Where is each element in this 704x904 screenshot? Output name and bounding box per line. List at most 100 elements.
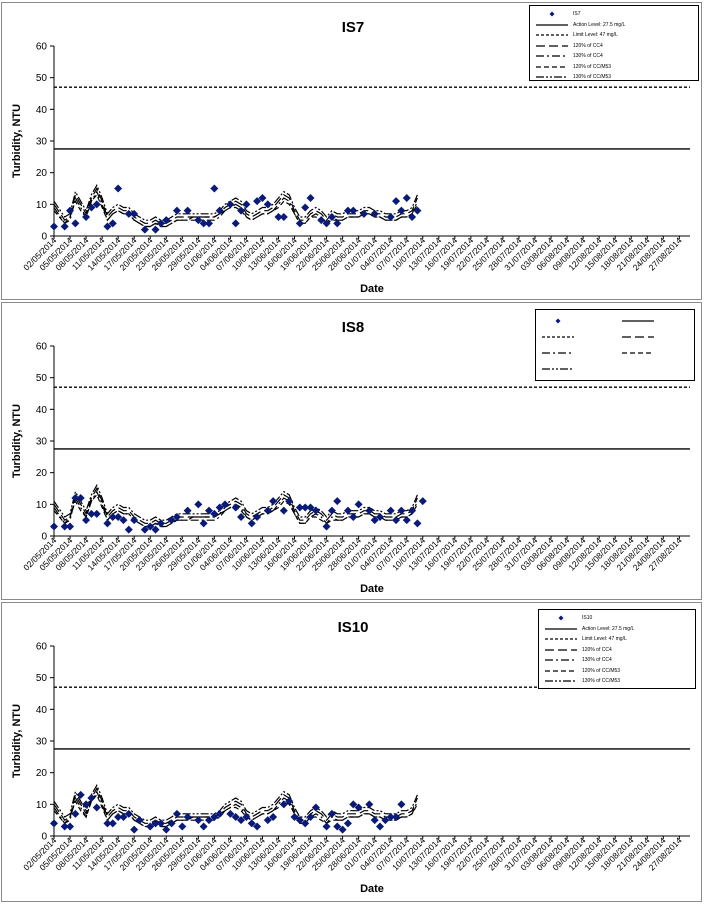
data-point	[124, 525, 133, 534]
data-point	[204, 219, 213, 228]
series-line-long-dash	[53, 487, 418, 524]
legend-label: Action Level: 27.5 mg/L	[573, 21, 626, 28]
data-point	[354, 500, 363, 509]
data-point	[349, 206, 358, 215]
chart-title: IS10	[338, 619, 369, 636]
data-point	[322, 822, 331, 831]
legend-item: 120% of CC/M53	[534, 62, 611, 72]
legend-item: 130% of CC/M53	[534, 72, 611, 82]
legend-swatch	[622, 336, 654, 338]
y-tick-label: 50	[36, 73, 48, 84]
legend-item	[540, 332, 576, 342]
data-point	[397, 206, 406, 215]
y-tick-label: 50	[36, 673, 48, 684]
data-point	[114, 813, 123, 821]
y-tick-label: 40	[36, 705, 48, 716]
legend-label: 130% of CC/M53	[582, 678, 621, 684]
y-tick-label: 60	[36, 342, 48, 353]
data-point	[215, 503, 224, 512]
data-point	[408, 506, 417, 515]
legend-swatch	[545, 627, 577, 630]
data-point	[50, 819, 58, 828]
data-point	[210, 813, 219, 821]
legend-item: 120% of CC4	[543, 645, 612, 655]
data-point	[199, 519, 208, 528]
legend-item: 130% of CC4	[543, 655, 612, 665]
legend-label: 120% of CC4	[582, 646, 612, 653]
data-point	[295, 816, 304, 825]
data-point	[386, 813, 395, 821]
y-axis-label: Turbidity, NTU	[11, 404, 23, 478]
legend-item	[620, 332, 656, 342]
data-point	[92, 200, 101, 209]
data-point	[359, 209, 368, 218]
legend-item: IS10	[543, 613, 592, 623]
legend-label: IS7	[573, 11, 581, 17]
data-point	[221, 500, 230, 509]
data-point	[386, 506, 395, 515]
legend-item	[540, 316, 576, 326]
data-point	[172, 206, 181, 215]
legend-marker	[558, 615, 564, 621]
data-point	[402, 516, 411, 525]
data-point	[151, 819, 160, 828]
data-point	[343, 206, 352, 215]
data-point	[322, 522, 331, 531]
data-point	[237, 816, 246, 825]
data-point	[365, 800, 374, 809]
data-point	[370, 816, 379, 825]
data-point	[370, 516, 379, 525]
data-point	[253, 197, 262, 206]
data-point	[71, 494, 80, 502]
data-point	[108, 513, 117, 521]
data-point	[82, 516, 91, 525]
data-point	[392, 813, 401, 821]
legend-swatch	[549, 11, 555, 17]
legend-swatch	[545, 659, 577, 661]
legend-swatch	[555, 318, 561, 324]
data-point	[140, 525, 149, 534]
data-point	[269, 813, 278, 821]
data-point	[322, 219, 331, 228]
data-point	[306, 194, 315, 202]
data-point	[317, 216, 326, 225]
legend-swatch	[542, 336, 574, 338]
data-point	[231, 219, 240, 228]
y-tick-label: 20	[36, 768, 48, 779]
y-tick-label: 30	[36, 437, 48, 448]
legend-swatch	[536, 23, 568, 26]
data-point	[263, 506, 272, 515]
series-line-mid-dash	[53, 193, 418, 228]
data-point	[349, 800, 358, 809]
legend-swatch	[536, 65, 568, 68]
legend-item: Action Level: 27.5 mg/L	[543, 624, 634, 634]
data-point	[333, 497, 342, 506]
data-point	[349, 513, 358, 521]
data-point	[124, 809, 133, 818]
data-point	[327, 506, 336, 515]
legend	[535, 309, 695, 381]
data-point	[82, 800, 91, 809]
series-line-dash-dot-dot	[53, 783, 418, 821]
data-point	[306, 813, 315, 821]
data-point	[194, 816, 203, 825]
x-axis-label: Date	[360, 883, 384, 895]
data-point	[226, 809, 235, 818]
y-tick-label: 0	[41, 232, 47, 243]
data-point	[210, 184, 219, 193]
data-point	[354, 803, 363, 812]
data-point	[408, 213, 417, 221]
legend-item	[620, 348, 656, 358]
legend-label: 130% of CC/M53	[573, 74, 612, 80]
legend: IS10 Action Level: 27.5 mg/L Limit Level: …	[538, 609, 696, 689]
y-tick-label: 40	[36, 105, 48, 116]
data-point	[146, 822, 155, 831]
data-point	[183, 506, 192, 515]
data-point	[167, 819, 176, 828]
data-point	[82, 213, 91, 221]
legend-item	[620, 316, 656, 326]
y-axis-label: Turbidity, NTU	[11, 704, 23, 778]
data-point	[386, 213, 395, 221]
legend-swatch	[536, 34, 568, 36]
data-point	[60, 822, 69, 831]
